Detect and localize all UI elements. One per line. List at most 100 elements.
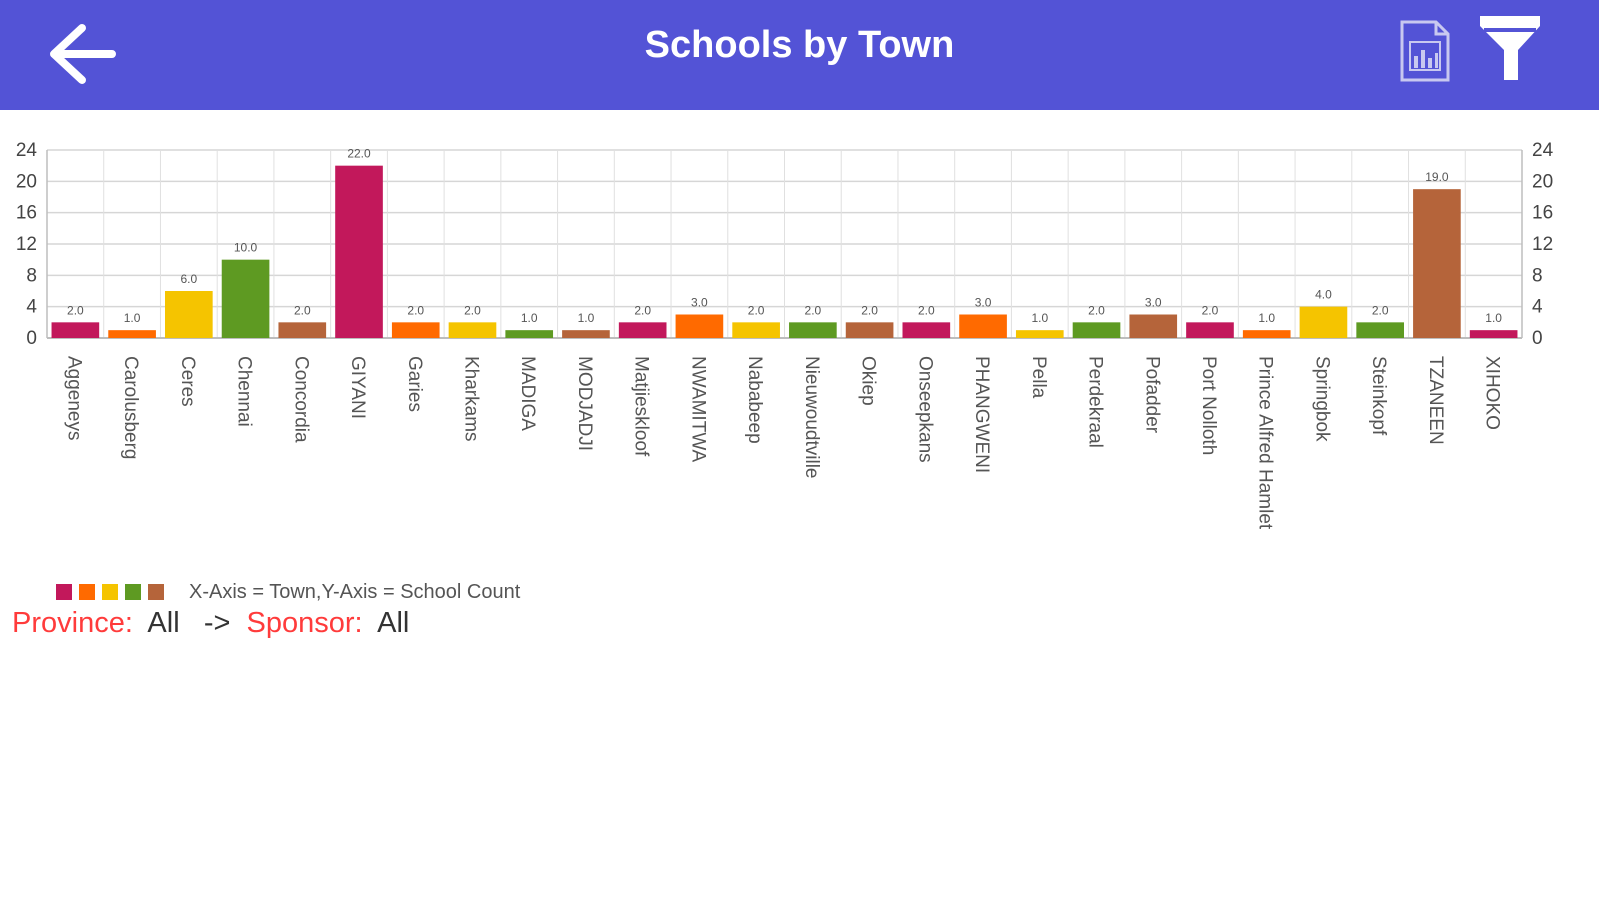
bar-chennai	[221, 259, 270, 338]
bar-ceres	[165, 291, 213, 338]
x-category-label: NWAMITWA	[687, 356, 708, 463]
province-value: All	[147, 607, 180, 639]
bar-perdekraal	[1072, 322, 1121, 338]
x-category-label: Nababeep	[744, 356, 765, 444]
chart-legend: X-Axis = Town,Y-Axis = School Count	[56, 580, 520, 604]
x-category-label: Prince Alfred Hamlet	[1255, 356, 1276, 530]
legend-text: X-Axis = Town,Y-Axis = School Count	[189, 580, 521, 603]
x-category-label: PHANGWENI	[971, 356, 992, 473]
bar-garies	[391, 322, 440, 338]
bar-value-label: 3.0	[691, 296, 708, 310]
filter-summary: Province: All -> Sponsor: All	[12, 607, 409, 640]
report-button[interactable]	[1390, 8, 1460, 88]
bar-okiep	[845, 322, 894, 338]
x-category-label: Steinkopf	[1368, 356, 1389, 436]
back-button[interactable]	[40, 10, 130, 90]
bar-pella	[1015, 330, 1064, 338]
bar-steinkopf	[1356, 322, 1404, 338]
bar-value-label: 22.0	[347, 147, 371, 161]
legend-swatch	[125, 584, 141, 600]
bar-value-label: 1.0	[1258, 311, 1275, 325]
bar-value-label: 10.0	[234, 241, 258, 255]
x-category-label: Kharkams	[460, 356, 481, 442]
sponsor-label: Sponsor:	[246, 607, 363, 639]
bar-value-label: 2.0	[407, 303, 424, 317]
y-tick-label-right: 8	[1532, 265, 1543, 286]
bar-value-label: 2.0	[294, 303, 311, 317]
legend-swatch	[102, 584, 118, 600]
x-category-label: XIHOKO	[1482, 356, 1503, 430]
bar-onseepkans	[902, 322, 951, 338]
bar-value-label: 2.0	[861, 303, 878, 317]
y-tick-label-right: 24	[1532, 140, 1554, 161]
bar-pofadder	[1129, 314, 1178, 338]
page-title: Schools by Town	[644, 24, 955, 66]
bar-value-label: 2.0	[1202, 303, 1219, 317]
y-tick-label-right: 12	[1532, 234, 1553, 255]
bar-nababeep	[732, 322, 780, 338]
app-bar: Schools by Town	[0, 0, 1599, 110]
y-tick-label-left: 24	[16, 140, 38, 161]
legend-swatch	[56, 584, 72, 600]
y-tick-label-left: 20	[16, 171, 37, 192]
filter-arrow: ->	[203, 607, 231, 639]
bar-carolusberg	[108, 330, 156, 338]
bar-phangweni	[959, 314, 1007, 338]
bar-value-label: 2.0	[67, 303, 84, 317]
bar-value-label: 6.0	[180, 272, 197, 286]
legend-swatch	[148, 584, 164, 600]
bar-value-label: 2.0	[748, 303, 765, 317]
sponsor-value: All	[377, 607, 410, 639]
bar-value-label: 19.0	[1425, 170, 1449, 184]
x-category-label: Port Nolloth	[1198, 356, 1219, 455]
bar-nieuwoudtville	[789, 322, 837, 338]
x-category-label: MADIGA	[517, 356, 538, 431]
bar-giyani	[335, 165, 383, 338]
bar-kharkams	[448, 322, 497, 338]
bar-madiga	[505, 330, 554, 338]
arrow-left-icon	[50, 24, 116, 84]
province-label: Province:	[12, 607, 133, 639]
y-tick-label-right: 0	[1532, 328, 1543, 349]
bar-value-label: 3.0	[975, 296, 992, 310]
bar-value-label: 1.0	[578, 311, 595, 325]
chart-container: 0 0 4 4 8 8 12 12 16 16 20 20 24 24 2.0 Aggeneys 1.0 Caro…	[0, 125, 1599, 585]
bar-value-label: 4.0	[1315, 288, 1332, 302]
x-category-label: GIYANI	[347, 356, 368, 419]
bar-aggeneys	[51, 322, 100, 338]
y-tick-label-right: 20	[1532, 171, 1553, 192]
x-category-label: Pella	[1028, 356, 1049, 399]
x-category-label: Okiep	[858, 356, 879, 406]
x-category-label: MODJADJI	[574, 356, 595, 451]
bar-tzaneen	[1413, 189, 1461, 338]
y-tick-label-right: 4	[1532, 297, 1543, 318]
filter-button[interactable]	[1470, 8, 1550, 88]
bar-springbok	[1299, 306, 1348, 338]
bar-value-label: 2.0	[464, 303, 481, 317]
x-category-label: Matjieskloof	[631, 356, 652, 457]
y-tick-label-left: 0	[26, 328, 37, 349]
funnel-filter-icon	[1480, 16, 1540, 80]
x-category-label: Onseepkans	[914, 356, 935, 463]
bar-port-nolloth	[1186, 322, 1234, 338]
bar-value-label: 2.0	[918, 303, 935, 317]
bar-value-label: 1.0	[124, 311, 141, 325]
bar-nwamitwa	[675, 314, 724, 338]
bar-value-label: 2.0	[1088, 303, 1105, 317]
bar-matjieskloof	[618, 322, 667, 338]
bar-value-label: 1.0	[1485, 311, 1502, 325]
x-category-label: Aggeneys	[63, 356, 84, 441]
bar-value-label: 1.0	[521, 311, 538, 325]
bar-value-label: 2.0	[805, 303, 822, 317]
y-tick-label-left: 12	[16, 234, 37, 255]
x-category-label: Carolusberg	[120, 356, 141, 460]
bar-modjadji	[562, 330, 610, 338]
legend-swatch	[79, 584, 95, 600]
bar-value-label: 2.0	[1372, 303, 1389, 317]
bar-xihoko	[1469, 330, 1518, 338]
bar-concordia	[278, 322, 327, 338]
x-category-label: Pofadder	[1141, 356, 1162, 434]
bar-value-label: 2.0	[634, 303, 651, 317]
bar-value-label: 1.0	[1031, 311, 1048, 325]
bar-chart: 0 0 4 4 8 8 12 12 16 16 20 20 24 24 2.0 Aggeneys 1.0 Caro…	[16, 140, 1554, 530]
